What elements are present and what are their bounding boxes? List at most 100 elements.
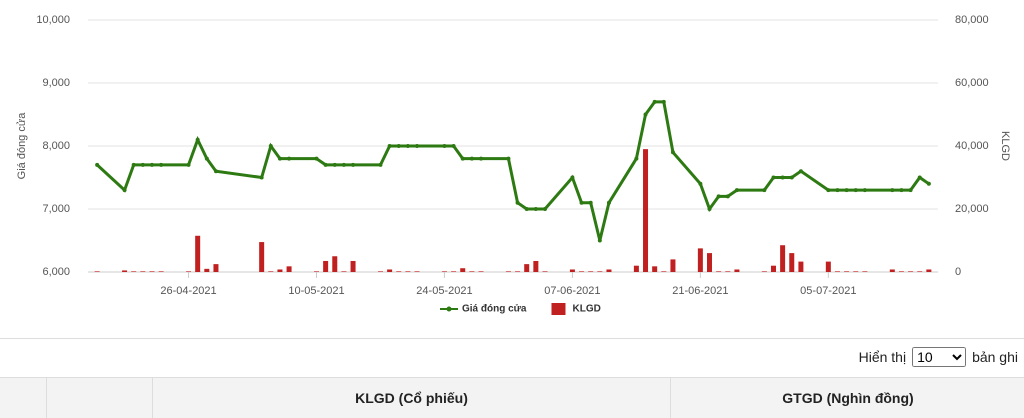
price-point	[643, 112, 648, 117]
price-point	[186, 162, 191, 167]
price-point	[826, 188, 831, 193]
price-point	[661, 99, 666, 104]
price-point	[542, 207, 547, 211]
volume-bar	[524, 264, 530, 272]
volume-bar	[387, 269, 393, 272]
volume-bar	[917, 271, 923, 272]
price-point	[479, 156, 484, 161]
price-point	[323, 162, 328, 167]
y-tick-label: 10,000	[36, 14, 70, 26]
x-tick-label: 26-04-2021	[160, 285, 216, 297]
page-size-select[interactable]: 10	[912, 347, 967, 367]
y2-tick-label: 20,000	[955, 203, 989, 215]
price-point	[524, 207, 529, 211]
price-point	[917, 175, 922, 180]
volume-bar	[323, 260, 329, 272]
price-point	[469, 156, 474, 161]
price-point	[140, 162, 145, 167]
volume-bar	[542, 271, 548, 272]
price-point	[122, 188, 127, 193]
pager-suffix: bản ghi	[972, 349, 1018, 365]
price-point	[670, 150, 675, 155]
volume-bar	[834, 271, 840, 272]
volume-bar	[405, 271, 411, 272]
y2-axis-title: KLGD	[999, 131, 1011, 161]
price-point	[287, 156, 292, 161]
header-cell: GTGD (Nghìn đồng)	[670, 378, 1024, 418]
volume-bar	[149, 271, 155, 272]
price-point	[204, 156, 209, 161]
price-point	[195, 137, 200, 142]
volume-bar	[460, 268, 466, 272]
y-tick-label: 6,000	[42, 266, 70, 278]
price-point	[579, 200, 584, 205]
volume-bar	[204, 268, 210, 272]
price-point	[415, 144, 420, 148]
volume-bar	[597, 271, 603, 272]
price-point	[926, 181, 931, 186]
volume-bar	[798, 261, 804, 272]
volume-bar	[588, 271, 594, 272]
price-point	[890, 188, 895, 193]
x-tick-label: 05-07-2021	[800, 285, 856, 297]
price-point	[515, 200, 520, 205]
price-point	[259, 175, 264, 180]
volume-bar	[661, 271, 667, 272]
volume-bar	[725, 271, 731, 272]
chart: Giá đóng cửa KLGD 6,000 7,000 8,000 9,000 10…	[16, 14, 1011, 315]
volume-bar	[259, 242, 265, 272]
volume-bar	[825, 261, 831, 272]
legend-point	[446, 306, 452, 312]
volume-bar	[533, 260, 539, 272]
price-point	[780, 175, 785, 180]
volume-bar	[697, 248, 703, 272]
volume-bar	[313, 271, 319, 272]
price-point	[277, 156, 282, 161]
y-axis-title: Giá đóng cửa	[16, 112, 28, 180]
volume-bar	[505, 271, 511, 272]
x-tick-label: 07-06-2021	[544, 285, 600, 297]
volume-bar	[350, 260, 356, 272]
volume-bar	[853, 271, 859, 272]
volume-bar	[770, 265, 776, 272]
volume-bar	[898, 271, 904, 272]
legend-label: KLGD	[572, 304, 600, 315]
volume-bar	[889, 269, 895, 272]
legend-label: Giá đóng cửa	[462, 304, 527, 315]
volume-bar	[332, 256, 338, 272]
price-point	[351, 162, 356, 167]
price-point	[725, 194, 730, 199]
legend-swatch	[551, 303, 566, 315]
price-point	[387, 144, 392, 148]
price-point	[442, 144, 447, 148]
volume-bar	[441, 271, 447, 272]
volume-bar	[131, 271, 137, 272]
volume-bar	[862, 271, 868, 272]
volume-bar	[469, 271, 475, 272]
y-tick-label: 7,000	[42, 203, 70, 215]
pager: Hiển thị 10 bản ghi	[859, 347, 1018, 367]
volume-bar	[761, 271, 767, 272]
volume-bar	[286, 266, 292, 272]
price-point	[314, 156, 319, 161]
price-point	[798, 169, 803, 174]
price-point	[844, 188, 849, 193]
volume-bar	[140, 271, 146, 272]
price-point	[652, 99, 657, 104]
x-tick-label: 24-05-2021	[416, 285, 472, 297]
price-point	[707, 207, 712, 211]
volume-bar	[186, 271, 192, 272]
y2-tick-label: 80,000	[955, 14, 989, 26]
price-point	[734, 188, 739, 193]
volume-bar	[707, 253, 713, 272]
price-line	[96, 100, 930, 241]
price-point	[378, 162, 383, 167]
price-point	[899, 188, 904, 193]
price-point	[405, 144, 410, 148]
price-point	[908, 188, 913, 193]
y2-tick-label: 40,000	[955, 140, 989, 152]
pager-prefix: Hiển thị	[858, 349, 907, 365]
volume-bar	[780, 245, 786, 272]
price-point	[213, 169, 218, 174]
price-point	[460, 156, 465, 161]
